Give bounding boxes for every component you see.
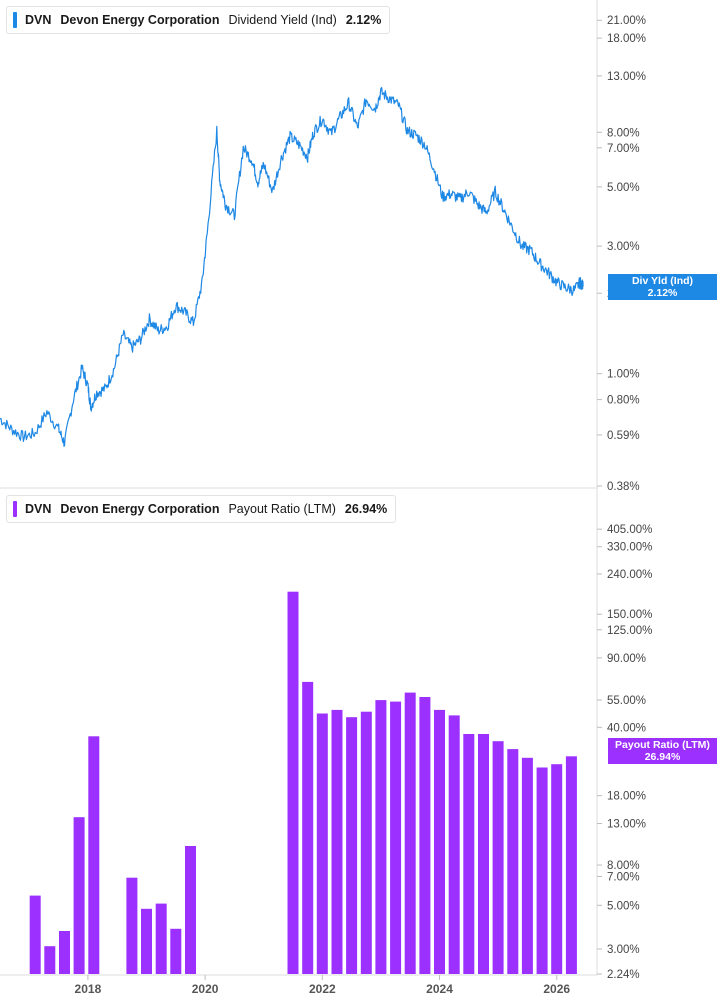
tag-label: Payout Ratio (LTM): [615, 739, 710, 751]
y-tick-label: 0.38%: [607, 481, 640, 493]
legend-company: Devon Energy Corporation: [60, 502, 220, 516]
legend-ticker: DVN: [25, 502, 52, 516]
legend-metric: Dividend Yield (Ind): [228, 13, 337, 27]
x-tick-label: 2018: [75, 982, 102, 996]
payout-ratio-bar: [155, 903, 167, 974]
payout-ratio-bar: [434, 709, 445, 974]
y-tick-label: 7.00%: [607, 871, 640, 883]
payout-ratio-bar: [44, 946, 56, 974]
y-tick-label: 21.00%: [607, 15, 646, 27]
y-tick-label: 3.00%: [607, 944, 640, 956]
payout-ratio-bar: [287, 591, 299, 974]
y-tick-label: 8.00%: [607, 127, 640, 139]
tag-value: 26.94%: [644, 751, 681, 763]
y-tick-label: 1.00%: [607, 369, 640, 381]
y-tick-label: 18.00%: [607, 33, 646, 45]
payout-ratio-bar: [390, 701, 402, 974]
tag-label: Div Yld (Ind): [631, 275, 694, 287]
payout-ratio-bar: [170, 928, 182, 974]
legend-value: 2.12%: [345, 13, 382, 27]
payout-ratio-bar: [302, 681, 314, 974]
y-tick-label: 18.00%: [607, 791, 646, 803]
payout-ratio-bar: [565, 756, 577, 974]
payout-ratio-value-tag: Payout Ratio (LTM) 26.94%: [608, 738, 717, 764]
payout-ratio-bar: [73, 817, 85, 974]
tag-value: 2.12%: [647, 287, 678, 299]
y-tick-label: 90.00%: [607, 653, 646, 665]
payout-ratio-series: [29, 591, 577, 974]
payout-ratio-bar: [59, 931, 70, 974]
payout-ratio-bar: [126, 877, 138, 974]
dividend-yield-line: [0, 86, 584, 447]
y-tick-label: 55.00%: [607, 695, 646, 707]
legend-ticker: DVN: [25, 13, 52, 27]
legend-value: 26.94%: [344, 502, 388, 516]
y-tick-label: 40.00%: [607, 722, 646, 734]
payout-ratio-bar: [521, 757, 533, 974]
y-tick-label: 0.59%: [607, 430, 640, 442]
legend-swatch: [13, 501, 17, 517]
y-tick-label: 2.24%: [607, 969, 640, 981]
dividend-yield-value-tag: Div Yld (Ind) 2.12%: [608, 274, 717, 300]
legend-swatch: [13, 12, 17, 28]
legend-company: Devon Energy Corporation: [60, 13, 220, 27]
y-tick-label: 13.00%: [607, 71, 646, 83]
payout-ratio-bar: [478, 734, 489, 974]
payout-ratio-bar: [463, 734, 475, 974]
legend-metric: Payout Ratio (LTM): [228, 502, 336, 516]
payout-ratio-legend: DVN Devon Energy Corporation Payout Rati…: [6, 495, 397, 523]
y-tick-label: 330.00%: [607, 542, 652, 554]
payout-ratio-bar: [507, 749, 519, 974]
y-tick-label: 3.00%: [607, 241, 640, 253]
payout-ratio-axis: 405.00% 330.00% 240.00% 150.00% 125.00% 90.00…: [597, 524, 652, 981]
payout-ratio-bar: [375, 700, 387, 974]
payout-ratio-bar: [316, 713, 328, 974]
payout-ratio-bar: [419, 697, 431, 974]
payout-ratio-bar: [492, 741, 504, 974]
payout-ratio-bar: [29, 895, 41, 974]
y-tick-label: 240.00%: [607, 569, 652, 581]
payout-ratio-bar: [331, 709, 343, 974]
payout-ratio-bar: [360, 711, 372, 974]
payout-ratio-bar: [404, 692, 416, 974]
y-tick-label: 5.00%: [607, 182, 640, 194]
payout-ratio-bar: [448, 715, 460, 974]
dividend-yield-series: [0, 86, 584, 447]
y-tick-label: 8.00%: [607, 860, 640, 872]
x-tick-label: 2022: [309, 982, 336, 996]
payout-ratio-bar: [88, 736, 100, 974]
dividend-yield-axis: 21.00%18.00%13.00%8.00%7.00%5.00%3.00%2.…: [597, 15, 646, 493]
y-tick-label: 405.00%: [607, 524, 652, 536]
y-tick-label: 0.80%: [607, 395, 640, 407]
payout-ratio-bar: [536, 767, 548, 974]
x-tick-label: 2026: [543, 982, 570, 996]
x-tick-label: 2024: [426, 982, 453, 996]
x-axis: 2018 2020 2022 2024 2026: [75, 975, 570, 996]
y-tick-label: 5.00%: [607, 900, 640, 912]
y-tick-label: 7.00%: [607, 143, 640, 155]
payout-ratio-bar: [185, 846, 196, 974]
y-tick-label: 125.00%: [607, 625, 652, 637]
x-tick-label: 2020: [192, 982, 219, 996]
y-tick-label: 13.00%: [607, 819, 646, 831]
payout-ratio-bar: [551, 764, 563, 974]
dividend-yield-legend: DVN Devon Energy Corporation Dividend Yi…: [6, 6, 391, 34]
payout-ratio-bar: [141, 908, 152, 974]
y-tick-label: 150.00%: [607, 609, 652, 621]
payout-ratio-bar: [346, 717, 358, 974]
